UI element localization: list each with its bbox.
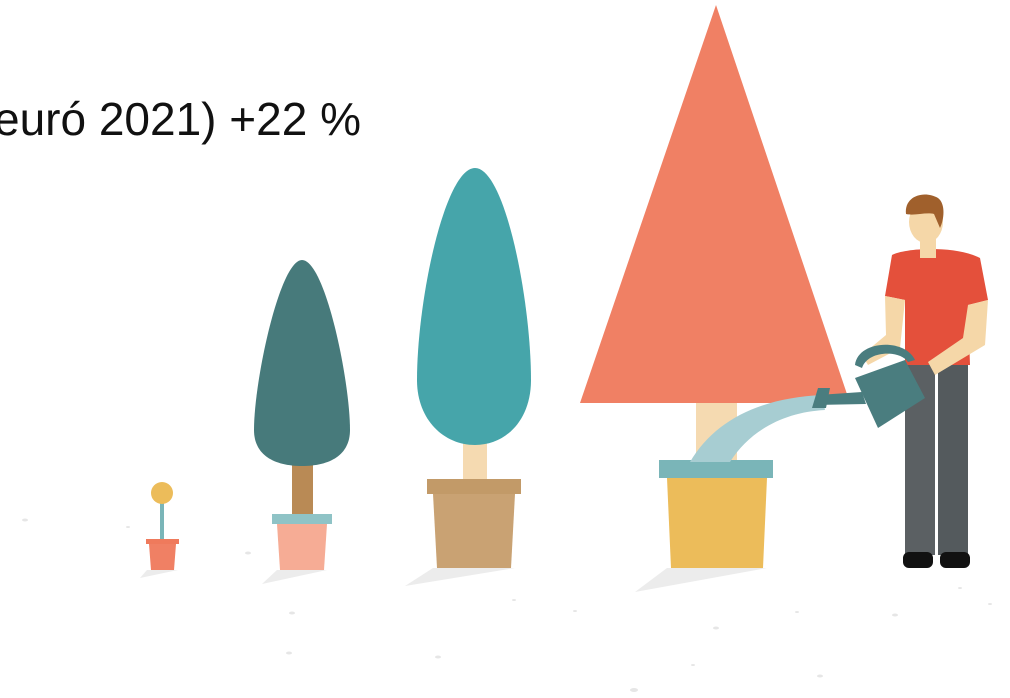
tree-small bbox=[254, 260, 350, 570]
ground-dots bbox=[22, 518, 992, 692]
water-stream bbox=[690, 395, 825, 462]
headline: euró 2021) +22 % bbox=[0, 93, 361, 145]
tree-medium bbox=[417, 168, 531, 568]
small-flower bbox=[146, 482, 179, 570]
gardener bbox=[812, 194, 988, 568]
watering-can bbox=[812, 344, 925, 428]
shadows bbox=[140, 568, 767, 592]
tree-large bbox=[580, 5, 850, 568]
